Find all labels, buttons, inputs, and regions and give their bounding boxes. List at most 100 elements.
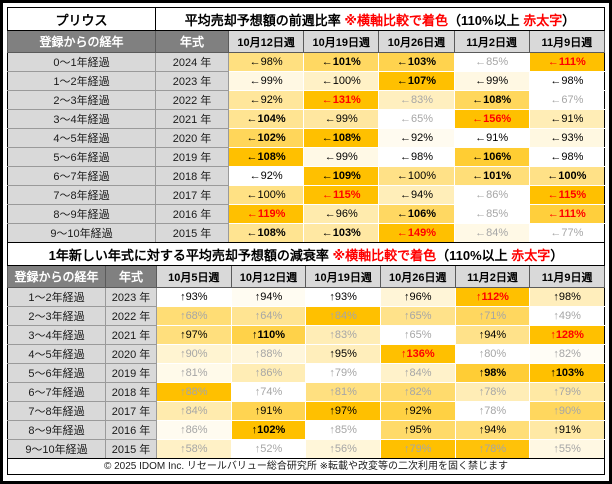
title-segment: （110%以上 <box>436 247 512 263</box>
table1-title: 平均売却予想額の前週比率 ※横軸比較で着色（110%以上 赤太字） <box>155 7 605 31</box>
table2-title: 1年新しい年式に対する平均売却予想額の減衰率 ※横軸比較で着色（110%以上 赤… <box>7 242 605 266</box>
heat-value-cell: ↑82% <box>529 344 605 364</box>
heat-value-cell: ↑110% <box>230 325 307 345</box>
table-row: 9～10年経過 2015 年 ←108% ←103% ←149% ←84% ←77% <box>7 223 606 243</box>
table1-title-row: プリウス 平均売却予想額の前週比率 ※横軸比較で着色（110%以上 赤太字） <box>7 7 605 31</box>
age-label-cell: 5～6年経過 <box>7 147 156 167</box>
year-cell: 2020 年 <box>105 344 157 364</box>
col-header-week: 10月26日週 <box>379 265 456 288</box>
age-label-cell: 2～3年経過 <box>7 90 156 110</box>
year-cell: 2018 年 <box>105 382 157 402</box>
heat-value-cell: ←91% <box>528 109 606 129</box>
age-label-cell: 8～9年経過 <box>7 204 156 224</box>
heat-value-cell: ←85% <box>453 204 530 224</box>
age-label-cell: 6～7年経過 <box>7 166 156 186</box>
age-label-cell: 6～7年経過 <box>7 382 106 402</box>
age-label-cell: 3～4年経過 <box>7 325 106 345</box>
heat-value-cell: ↑97% <box>305 401 381 421</box>
heat-value-cell: ←106% <box>378 204 455 224</box>
heat-value-cell: ↑82% <box>379 382 456 402</box>
heat-value-cell: ←103% <box>378 52 455 72</box>
age-label-cell: 2～3年経過 <box>7 306 106 326</box>
table1-header-row: 登録からの経年 年式 10月12日週 10月19日週 10月26日週 11月2日週 11月9… <box>7 30 606 53</box>
heat-value-cell: ↑81% <box>305 382 381 402</box>
heat-value-cell: ←100% <box>378 166 455 186</box>
title-segment: ） <box>550 247 564 263</box>
year-cell: 2015 年 <box>105 439 157 459</box>
age-label-cell: 7～8年経過 <box>7 185 156 205</box>
table-row: 1～2年経過 2023 年 ←99% ←100% ←107% ←99% ←98% <box>7 71 606 91</box>
heat-value-cell: ←111% <box>528 204 606 224</box>
heat-value-cell: ↑112% <box>454 287 531 307</box>
heat-value-cell: ↑102% <box>230 420 307 440</box>
col-header-week: 10月5日週 <box>156 265 232 288</box>
title-segment-red: ※横軸比較で着色 <box>332 247 437 263</box>
year-cell: 2024 年 <box>155 52 229 72</box>
heat-value-cell: ↑94% <box>454 325 531 345</box>
heat-value-cell: ←156% <box>453 109 530 129</box>
heat-value-cell: ←98% <box>528 147 606 167</box>
year-cell: 2020 年 <box>155 128 229 148</box>
heat-value-cell: ↑56% <box>305 439 381 459</box>
year-cell: 2023 年 <box>155 71 229 91</box>
heat-value-cell: ←65% <box>378 109 455 129</box>
heat-value-cell: ↑79% <box>379 439 456 459</box>
heat-value-cell: ↑79% <box>305 363 381 383</box>
table-row: 5～6年経過 2019 年 ←108% ←99% ←98% ←106% ←98% <box>7 147 606 167</box>
heat-value-cell: ↑81% <box>156 363 232 383</box>
heat-value-cell: ↑83% <box>305 325 381 345</box>
prev-week-ratio-table: プリウス 平均売却予想額の前週比率 ※横軸比較で着色（110%以上 赤太字） 登… <box>7 7 606 243</box>
heat-value-cell: ←99% <box>227 71 305 91</box>
col-header-year: 年式 <box>155 30 229 53</box>
table-row: 3～4年経過 2021 年 ↑97% ↑110% ↑83% ↑65% ↑94% ↑128% <box>7 325 605 345</box>
heat-value-cell: ←103% <box>303 223 380 243</box>
age-label-cell: 5～6年経過 <box>7 363 106 383</box>
heat-value-cell: ↑78% <box>454 382 531 402</box>
heat-value-cell: ←83% <box>378 90 455 110</box>
table-row: 2～3年経過 2022 年 ←92% ←131% ←83% ←108% ←67% <box>7 90 606 110</box>
heat-value-cell: ↑79% <box>529 382 605 402</box>
heat-value-cell: ←99% <box>303 109 380 129</box>
heat-value-cell: ↑55% <box>529 439 605 459</box>
heat-value-cell: ←106% <box>453 147 530 167</box>
col-header-year: 年式 <box>105 265 157 288</box>
title-segment-red: 赤太字 <box>523 12 563 28</box>
heat-value-cell: ↑78% <box>454 401 531 421</box>
heat-value-cell: ←149% <box>378 223 455 243</box>
heat-value-cell: ↑71% <box>454 306 531 326</box>
heat-value-cell: ↑98% <box>529 287 605 307</box>
heat-value-cell: ↑86% <box>230 363 307 383</box>
year-cell: 2018 年 <box>155 166 229 186</box>
heat-value-cell: ←131% <box>303 90 380 110</box>
heat-value-cell: ↑84% <box>156 401 232 421</box>
heat-value-cell: ↑86% <box>156 420 232 440</box>
copyright-footer: © 2025 IDOM Inc. リセールバリュー総合研究所 ※転載や改変等の二… <box>7 458 605 475</box>
title-segment: 1年新しい年式に対する平均売却予想額の減衰率 <box>48 247 333 263</box>
age-label-cell: 7～8年経過 <box>7 401 106 421</box>
heat-value-cell: ↑95% <box>379 420 456 440</box>
table-row: 0～1年経過 2024 年 ←98% ←101% ←103% ←85% ←111% <box>7 52 606 72</box>
year-cell: 2015 年 <box>155 223 229 243</box>
heat-value-cell: ←85% <box>453 52 530 72</box>
age-label-cell: 4～5年経過 <box>7 344 106 364</box>
heat-value-cell: ↑96% <box>379 287 456 307</box>
title-segment-red: 赤太字 <box>511 247 551 263</box>
heat-value-cell: ←94% <box>378 185 455 205</box>
heat-value-cell: ↑91% <box>529 420 605 440</box>
table-row: 9～10年経過 2015 年 ↑58% ↑52% ↑56% ↑79% ↑78% ↑55% <box>7 439 605 459</box>
age-label-cell: 9～10年経過 <box>7 223 156 243</box>
col-header-week: 10月12日週 <box>230 265 307 288</box>
heat-value-cell: ←102% <box>227 128 305 148</box>
heat-value-cell: ←101% <box>453 166 530 186</box>
heat-value-cell: ←98% <box>528 71 606 91</box>
heat-value-cell: ←108% <box>227 147 305 167</box>
heat-value-cell: ←98% <box>378 147 455 167</box>
year-cell: 2022 年 <box>105 306 157 326</box>
heat-value-cell: ↑97% <box>156 325 232 345</box>
heat-value-cell: ←104% <box>227 109 305 129</box>
table2-header-row: 登録からの経年 年式 10月5日週 10月12日週 10月19日週 10月26日週 11月2… <box>7 265 605 288</box>
col-header-age: 登録からの経年 <box>7 30 156 53</box>
age-label-cell: 9～10年経過 <box>7 439 106 459</box>
heat-value-cell: ↑68% <box>156 306 232 326</box>
age-label-cell: 1～2年経過 <box>7 287 106 307</box>
